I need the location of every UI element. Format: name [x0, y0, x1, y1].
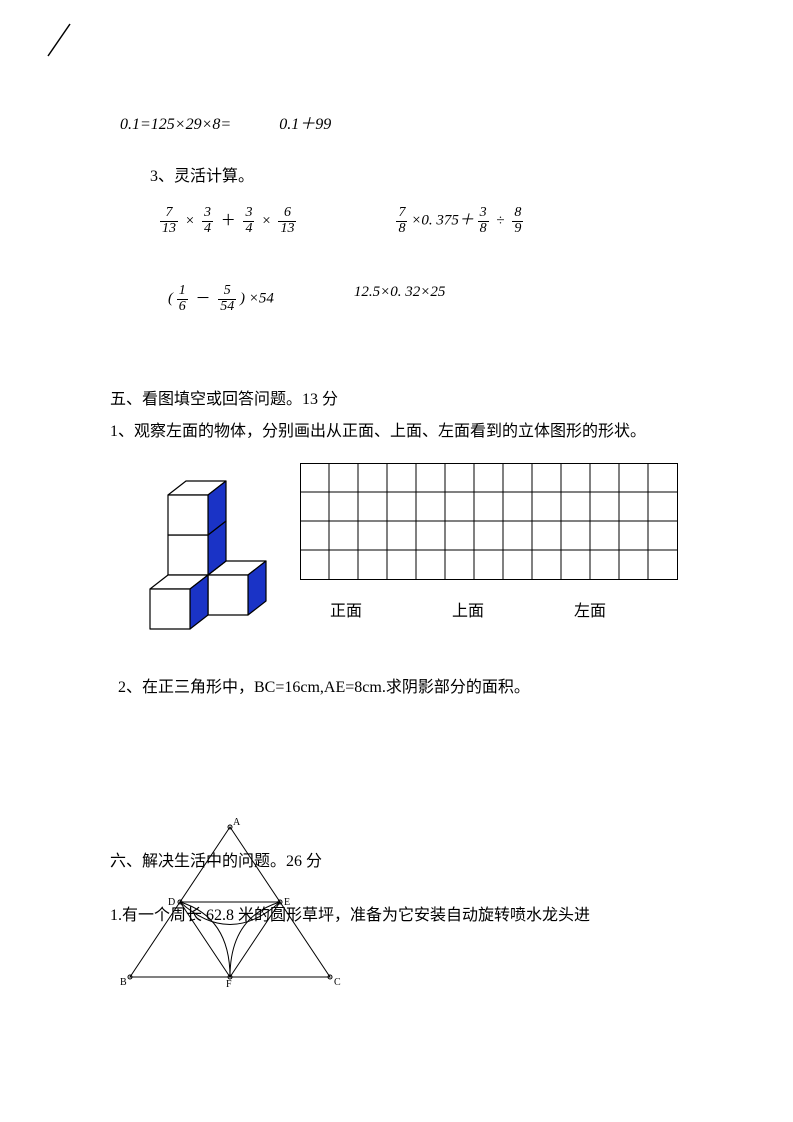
expression-1: 713 × 34 ＋ 34 × 613	[160, 206, 296, 236]
section-5-q2: 2、在正三角形中，BC=16cm,AE=8cm.求阴影部分的面积。	[110, 673, 723, 697]
vertex-F: F	[226, 979, 232, 987]
label-top: 上面	[452, 597, 484, 621]
figure-row: 正面 上面 左面	[110, 463, 723, 633]
vertex-C: C	[334, 977, 341, 987]
expression-2: 78 ×0. 375＋ 38 ÷ 89	[396, 206, 523, 236]
expression-row-2: ( 16 － 554 ) ×54 12.5×0. 32×25	[110, 284, 723, 314]
answer-grid	[300, 463, 680, 580]
expression-row-1: 713 × 34 ＋ 34 × 613 78 ×0. 375＋ 38 ÷ 89	[110, 206, 723, 236]
eq1-left: 0.1=125×29×8=	[120, 116, 231, 133]
sub-heading-3: 3、灵活计算。	[110, 162, 723, 186]
label-left: 左面	[574, 597, 606, 621]
section-5-title: 五、看图填空或回答问题。13 分	[110, 385, 723, 409]
section-6-title: 六、解决生活中的问题。26 分	[110, 847, 723, 871]
expression-4: 12.5×0. 32×25	[354, 284, 446, 314]
section-6-q1: 1.有一个周长 62.8 米的圆形草坪，准备为它安装自动旋转喷水龙头进	[110, 901, 723, 931]
section-5-q1: 1、观察左面的物体，分别画出从正面、上面、左面看到的立体图形的形状。	[110, 417, 723, 447]
vertex-A: A	[233, 817, 241, 828]
label-front: 正面	[330, 597, 362, 621]
vertex-B: B	[120, 977, 127, 987]
equation-line-1: 0.1=125×29×8= 0.1＋99	[110, 110, 723, 134]
expression-3: ( 16 － 554 ) ×54	[168, 284, 274, 314]
eq1-right: 0.1＋99	[279, 116, 331, 133]
section-6: A B C D E F 六、解决生活中的问题。26 分 1.有一个周长 62.8…	[110, 847, 723, 931]
page-corner-mark	[40, 20, 80, 60]
section-5: 五、看图填空或回答问题。13 分 1、观察左面的物体，分别画出从正面、上面、左面…	[110, 385, 723, 697]
grid-labels: 正面 上面 左面	[300, 597, 680, 621]
cubes-figure	[110, 463, 280, 633]
